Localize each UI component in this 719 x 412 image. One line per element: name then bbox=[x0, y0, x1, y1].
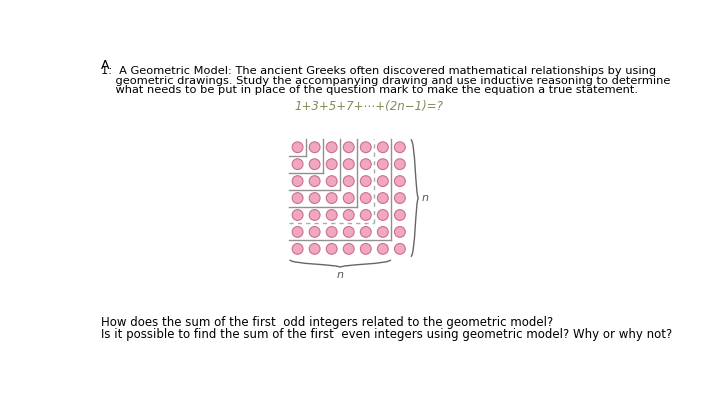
Text: 1+3+5+7+⋯+(2n−1)=?: 1+3+5+7+⋯+(2n−1)=? bbox=[295, 100, 444, 113]
Circle shape bbox=[292, 210, 303, 220]
Circle shape bbox=[395, 227, 406, 237]
Text: How does the sum of the first  odd integers related to the geometric model?: How does the sum of the first odd intege… bbox=[101, 316, 553, 329]
Circle shape bbox=[395, 210, 406, 220]
Circle shape bbox=[326, 193, 337, 204]
Circle shape bbox=[360, 176, 371, 187]
Circle shape bbox=[292, 176, 303, 187]
Circle shape bbox=[395, 243, 406, 254]
Circle shape bbox=[360, 227, 371, 237]
Text: what needs to be put in place of the question mark to make the equation a true s: what needs to be put in place of the que… bbox=[101, 85, 638, 95]
Circle shape bbox=[360, 243, 371, 254]
Circle shape bbox=[343, 227, 354, 237]
Circle shape bbox=[326, 227, 337, 237]
Circle shape bbox=[309, 176, 320, 187]
Text: n: n bbox=[421, 193, 429, 203]
Text: 1.  A Geometric Model: The ancient Greeks often discovered mathematical relation: 1. A Geometric Model: The ancient Greeks… bbox=[101, 66, 656, 76]
Circle shape bbox=[292, 227, 303, 237]
Text: Is it possible to find the sum of the first  even integers using geometric model: Is it possible to find the sum of the fi… bbox=[101, 328, 672, 341]
Circle shape bbox=[360, 142, 371, 152]
Circle shape bbox=[377, 243, 388, 254]
Circle shape bbox=[309, 227, 320, 237]
Circle shape bbox=[343, 159, 354, 170]
Circle shape bbox=[292, 142, 303, 152]
Circle shape bbox=[343, 193, 354, 204]
Circle shape bbox=[395, 159, 406, 170]
Circle shape bbox=[326, 159, 337, 170]
Circle shape bbox=[326, 142, 337, 152]
Circle shape bbox=[343, 176, 354, 187]
Circle shape bbox=[326, 210, 337, 220]
Circle shape bbox=[377, 193, 388, 204]
Circle shape bbox=[309, 159, 320, 170]
Circle shape bbox=[377, 176, 388, 187]
Circle shape bbox=[395, 193, 406, 204]
Circle shape bbox=[292, 159, 303, 170]
Circle shape bbox=[395, 142, 406, 152]
Circle shape bbox=[343, 243, 354, 254]
Circle shape bbox=[395, 176, 406, 187]
Circle shape bbox=[360, 210, 371, 220]
Circle shape bbox=[360, 159, 371, 170]
Circle shape bbox=[309, 210, 320, 220]
Circle shape bbox=[326, 176, 337, 187]
Circle shape bbox=[292, 193, 303, 204]
Circle shape bbox=[292, 243, 303, 254]
Text: A.: A. bbox=[101, 59, 113, 72]
Text: n: n bbox=[336, 270, 344, 281]
Circle shape bbox=[343, 142, 354, 152]
Circle shape bbox=[309, 243, 320, 254]
Circle shape bbox=[377, 142, 388, 152]
Circle shape bbox=[343, 210, 354, 220]
Circle shape bbox=[326, 243, 337, 254]
Circle shape bbox=[309, 142, 320, 152]
Circle shape bbox=[309, 193, 320, 204]
Text: geometric drawings. Study the accompanying drawing and use inductive reasoning t: geometric drawings. Study the accompanyi… bbox=[101, 76, 670, 86]
Circle shape bbox=[377, 227, 388, 237]
Circle shape bbox=[360, 193, 371, 204]
Circle shape bbox=[377, 159, 388, 170]
Circle shape bbox=[377, 210, 388, 220]
